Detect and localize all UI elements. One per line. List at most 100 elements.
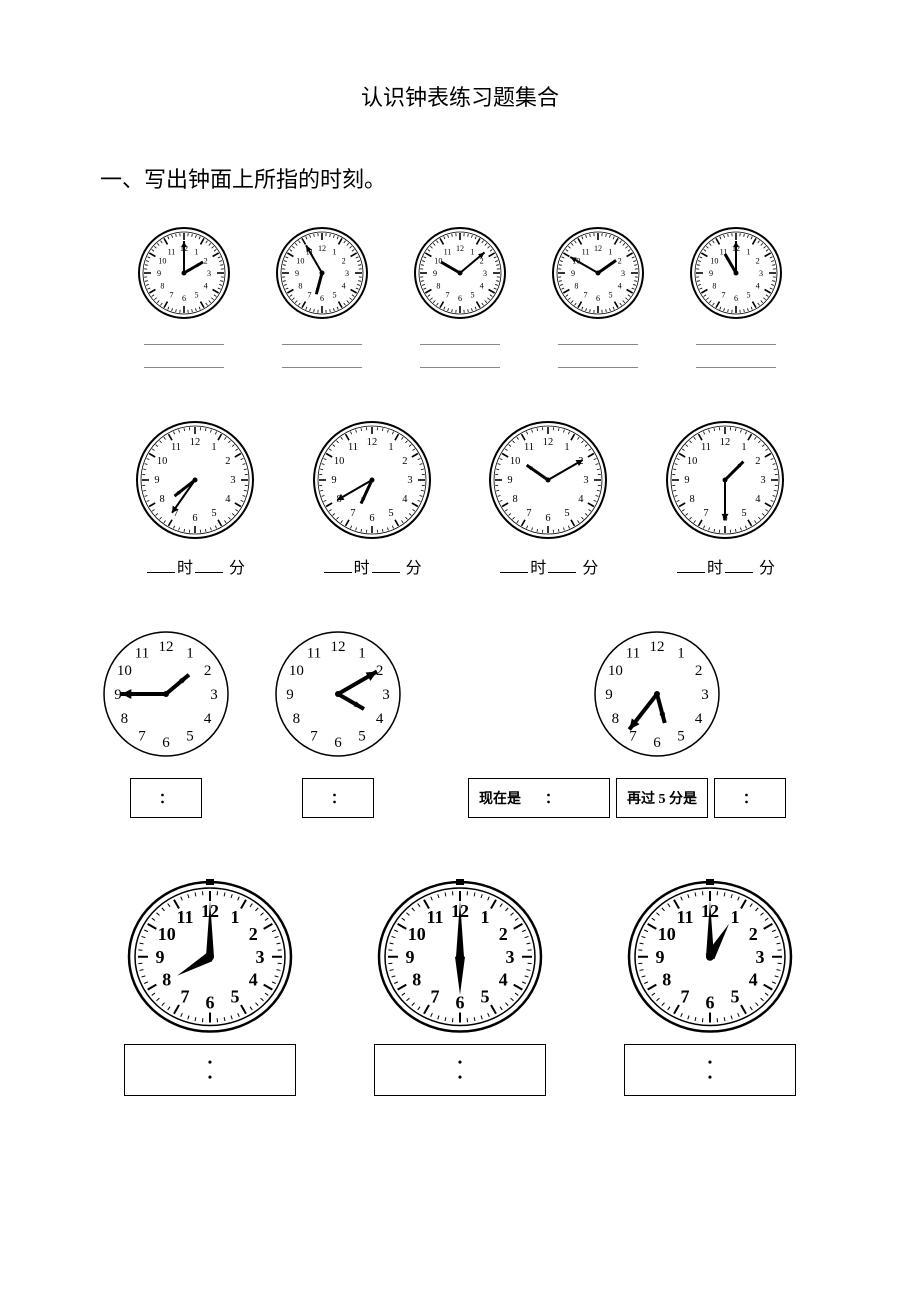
svg-text:11: 11 xyxy=(348,442,358,453)
minute-blank[interactable] xyxy=(372,556,400,573)
svg-text:1: 1 xyxy=(332,247,336,256)
svg-text:12: 12 xyxy=(366,437,376,448)
svg-text:10: 10 xyxy=(434,257,442,266)
answer-blank[interactable] xyxy=(696,330,776,345)
svg-text:5: 5 xyxy=(480,986,489,1006)
svg-text:9: 9 xyxy=(295,269,299,278)
clock-face: 123456789101112 xyxy=(310,418,434,542)
answer-blank[interactable] xyxy=(420,330,500,345)
answer-blank[interactable] xyxy=(144,330,224,345)
svg-text:9: 9 xyxy=(709,269,713,278)
svg-text:7: 7 xyxy=(169,291,173,300)
svg-text:1: 1 xyxy=(480,907,489,927)
hour-minute-label: 时 分 xyxy=(498,554,598,578)
svg-text:6: 6 xyxy=(369,513,374,524)
time-answer-box[interactable]: ： xyxy=(130,778,202,818)
answer-blank[interactable] xyxy=(558,353,638,368)
svg-text:12: 12 xyxy=(159,639,174,655)
svg-text:7: 7 xyxy=(310,729,318,745)
svg-text:10: 10 xyxy=(117,663,132,679)
colon: ： xyxy=(545,788,559,808)
minute-char: 分 xyxy=(229,554,245,578)
svg-text:1: 1 xyxy=(194,247,198,256)
svg-text:2: 2 xyxy=(618,257,622,266)
answer-blank[interactable] xyxy=(558,330,638,345)
svg-text:11: 11 xyxy=(168,247,176,256)
svg-text:6: 6 xyxy=(206,993,215,1013)
svg-text:1: 1 xyxy=(470,247,474,256)
svg-text:7: 7 xyxy=(527,508,532,519)
time-answer-box[interactable]: •• xyxy=(124,1044,296,1096)
svg-text:9: 9 xyxy=(571,269,575,278)
svg-text:7: 7 xyxy=(307,291,311,300)
after-5-answer-box[interactable]: ： xyxy=(714,778,786,818)
svg-text:7: 7 xyxy=(583,291,587,300)
time-answer-box[interactable]: •• xyxy=(624,1044,796,1096)
svg-text:3: 3 xyxy=(760,475,765,486)
svg-text:9: 9 xyxy=(157,269,161,278)
hour-blank[interactable] xyxy=(677,556,705,573)
clock-face: 123456789101112 xyxy=(273,224,371,322)
svg-text:6: 6 xyxy=(546,513,551,524)
answer-blank[interactable] xyxy=(696,353,776,368)
svg-text:1: 1 xyxy=(746,247,750,256)
time-answer-box[interactable]: •• xyxy=(374,1044,546,1096)
colon: •• xyxy=(458,1055,462,1085)
svg-text:9: 9 xyxy=(114,687,122,703)
row-3: 123456789101112 ：123456789101112 ：123456… xyxy=(100,628,820,818)
svg-text:5: 5 xyxy=(230,986,239,1006)
hour-blank[interactable] xyxy=(147,556,175,573)
svg-text:5: 5 xyxy=(746,291,750,300)
clock-face: 123456789101112 xyxy=(591,628,723,760)
svg-text:5: 5 xyxy=(565,508,570,519)
row1-clock-cell: 123456789101112 xyxy=(268,224,376,368)
svg-text:10: 10 xyxy=(289,663,304,679)
svg-text:5: 5 xyxy=(677,729,685,745)
row2-clock-cell: 123456789101112 时 分 xyxy=(120,418,270,578)
clock-face: 123456789101112 xyxy=(133,418,257,542)
svg-text:12: 12 xyxy=(190,437,200,448)
clock-face: 123456789101112 xyxy=(411,224,509,322)
svg-text:5: 5 xyxy=(211,508,216,519)
svg-text:8: 8 xyxy=(121,711,129,727)
row1-clock-cell: 123456789101112 xyxy=(544,224,652,368)
svg-text:10: 10 xyxy=(608,663,623,679)
svg-text:2: 2 xyxy=(342,257,346,266)
answer-blank[interactable] xyxy=(420,353,500,368)
minute-char: 分 xyxy=(582,554,598,578)
svg-text:8: 8 xyxy=(689,494,694,505)
hour-blank[interactable] xyxy=(500,556,528,573)
hour-char: 时 xyxy=(177,554,193,578)
row4-clock-cell: 123456789101112 •• xyxy=(110,878,310,1096)
time-answer-box[interactable]: ： xyxy=(302,778,374,818)
answer-blank[interactable] xyxy=(144,353,224,368)
svg-text:11: 11 xyxy=(701,442,711,453)
hour-blank[interactable] xyxy=(324,556,352,573)
minute-blank[interactable] xyxy=(195,556,223,573)
svg-text:12: 12 xyxy=(650,639,665,655)
svg-text:8: 8 xyxy=(412,970,421,990)
colon: •• xyxy=(208,1055,212,1085)
clock-face: 123456789101112 xyxy=(687,224,785,322)
svg-text:5: 5 xyxy=(730,986,739,1006)
clock-face: 123456789101112 xyxy=(125,878,295,1036)
row2-clock-cell: 123456789101112 时 分 xyxy=(297,418,447,578)
svg-text:9: 9 xyxy=(656,947,665,967)
clock-face: 123456789101112 xyxy=(375,878,545,1036)
row-1: 123456789101112 123456789101112 12345678… xyxy=(100,224,820,368)
svg-text:7: 7 xyxy=(629,729,637,745)
svg-text:10: 10 xyxy=(408,924,426,944)
now-time-box[interactable]: 现在是： xyxy=(468,778,610,818)
page-title: 认识钟表练习题集合 xyxy=(100,80,820,112)
svg-text:2: 2 xyxy=(749,924,758,944)
answer-blank[interactable] xyxy=(282,330,362,345)
svg-text:4: 4 xyxy=(618,282,622,291)
minute-blank[interactable] xyxy=(725,556,753,573)
svg-text:2: 2 xyxy=(402,456,407,467)
svg-text:4: 4 xyxy=(376,711,384,727)
minute-blank[interactable] xyxy=(548,556,576,573)
answer-blank[interactable] xyxy=(282,353,362,368)
svg-text:6: 6 xyxy=(596,294,600,303)
svg-text:2: 2 xyxy=(204,663,212,679)
svg-text:11: 11 xyxy=(171,442,181,453)
